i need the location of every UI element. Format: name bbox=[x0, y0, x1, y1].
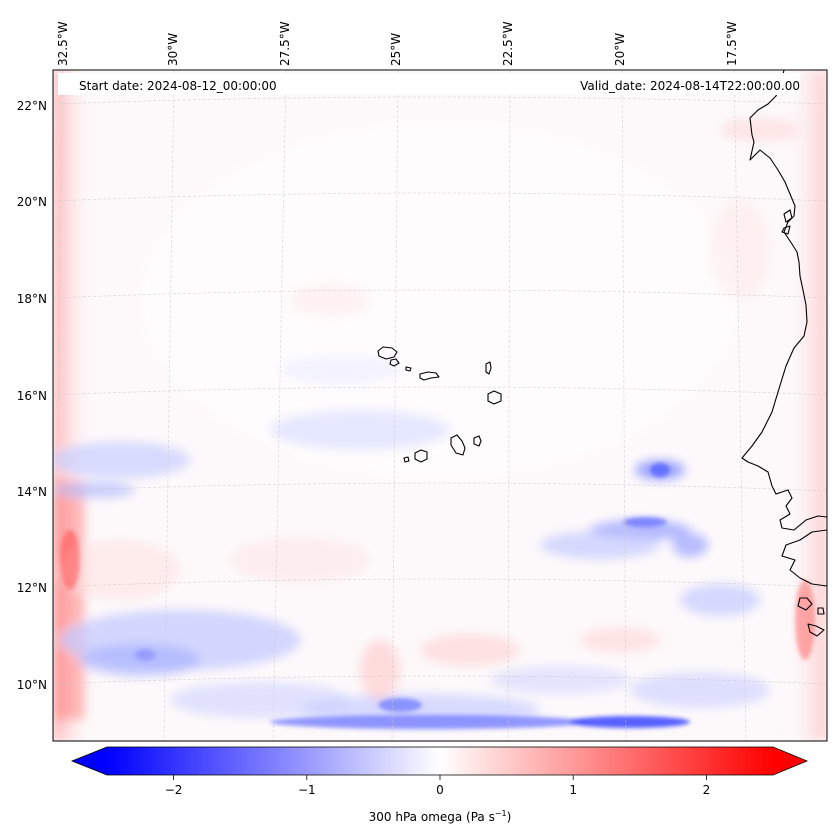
colorbar-extend-high bbox=[773, 747, 807, 775]
lat-tick-12n: 12°N bbox=[17, 581, 47, 595]
map-frame bbox=[52, 69, 828, 742]
map-plot-area bbox=[53, 70, 827, 741]
island-santa-luzia bbox=[405, 366, 412, 372]
start-date-label: Start date: 2024-08-12_00:00:00 bbox=[79, 79, 277, 93]
lat-tick-10n: 10°N bbox=[17, 678, 47, 692]
colorbar-gradient bbox=[107, 747, 773, 775]
island-maio bbox=[473, 435, 482, 447]
africa-coastline bbox=[741, 70, 827, 531]
island-santiago bbox=[450, 434, 466, 456]
colorbar-tick-label: 1 bbox=[569, 783, 577, 797]
island-sao-vicente bbox=[389, 358, 400, 367]
omega-field bbox=[53, 70, 827, 741]
lat-tick-16n: 16°N bbox=[17, 389, 47, 403]
colorbar-label-main: 300 hPa omega (Pa s bbox=[369, 810, 495, 824]
header-band bbox=[58, 73, 800, 95]
colorbar-extend-low bbox=[72, 747, 107, 775]
lon-tick-30w: 30°W bbox=[166, 33, 180, 66]
colorbar-label: 300 hPa omega (Pa s−1) bbox=[369, 809, 512, 824]
colorbar-ticks: −2 −1 0 1 2 bbox=[165, 775, 710, 797]
island-boa-vista bbox=[487, 390, 502, 405]
lon-tick-20w: 20°W bbox=[613, 33, 627, 66]
island-santo-antao bbox=[377, 346, 398, 360]
island-sao-nicolau bbox=[419, 371, 440, 381]
lon-tick-27-5w: 27.5°W bbox=[278, 21, 292, 66]
colorbar-tick-label: −2 bbox=[165, 783, 183, 797]
lon-tick-25w: 25°W bbox=[389, 33, 403, 66]
lon-tick-32-5w: 32.5°W bbox=[56, 21, 70, 66]
lat-tick-20n: 20°N bbox=[17, 195, 47, 209]
valid-date-label: Valid_date: 2024-08-14T22:00:00.00 bbox=[580, 79, 800, 93]
island-sal bbox=[485, 361, 492, 375]
colorbar-label-close: ) bbox=[507, 810, 512, 824]
island-brava bbox=[403, 456, 410, 463]
colorbar-outline bbox=[70, 746, 809, 776]
lat-tick-18n: 18°N bbox=[17, 292, 47, 306]
coastlines bbox=[377, 70, 827, 637]
guinea-bissau-islands bbox=[797, 597, 825, 637]
lon-tick-22-5w: 22.5°W bbox=[501, 21, 515, 66]
colorbar-label-sup: −1 bbox=[495, 809, 507, 818]
graticule bbox=[53, 70, 827, 741]
lon-tick-17-5w: 17.5°W bbox=[725, 21, 739, 66]
lon-tick-labels: 32.5°W 30°W 27.5°W 25°W 22.5°W 20°W 17.5… bbox=[56, 21, 739, 66]
canary-islands bbox=[781, 209, 793, 235]
colorbar-tick-label: −1 bbox=[298, 783, 316, 797]
africa-coastline-south bbox=[781, 529, 827, 587]
colorbar: −2 −1 0 1 2 300 hPa omega (Pa s−1) bbox=[70, 746, 809, 824]
colorbar-tick-label: 2 bbox=[703, 783, 711, 797]
lat-tick-14n: 14°N bbox=[17, 485, 47, 499]
island-fogo bbox=[414, 449, 428, 463]
lat-tick-22n: 22°N bbox=[17, 99, 47, 113]
colorbar-tick-label: 0 bbox=[436, 783, 444, 797]
lat-tick-labels: 22°N 20°N 18°N 16°N 14°N 12°N 10°N bbox=[17, 99, 47, 692]
